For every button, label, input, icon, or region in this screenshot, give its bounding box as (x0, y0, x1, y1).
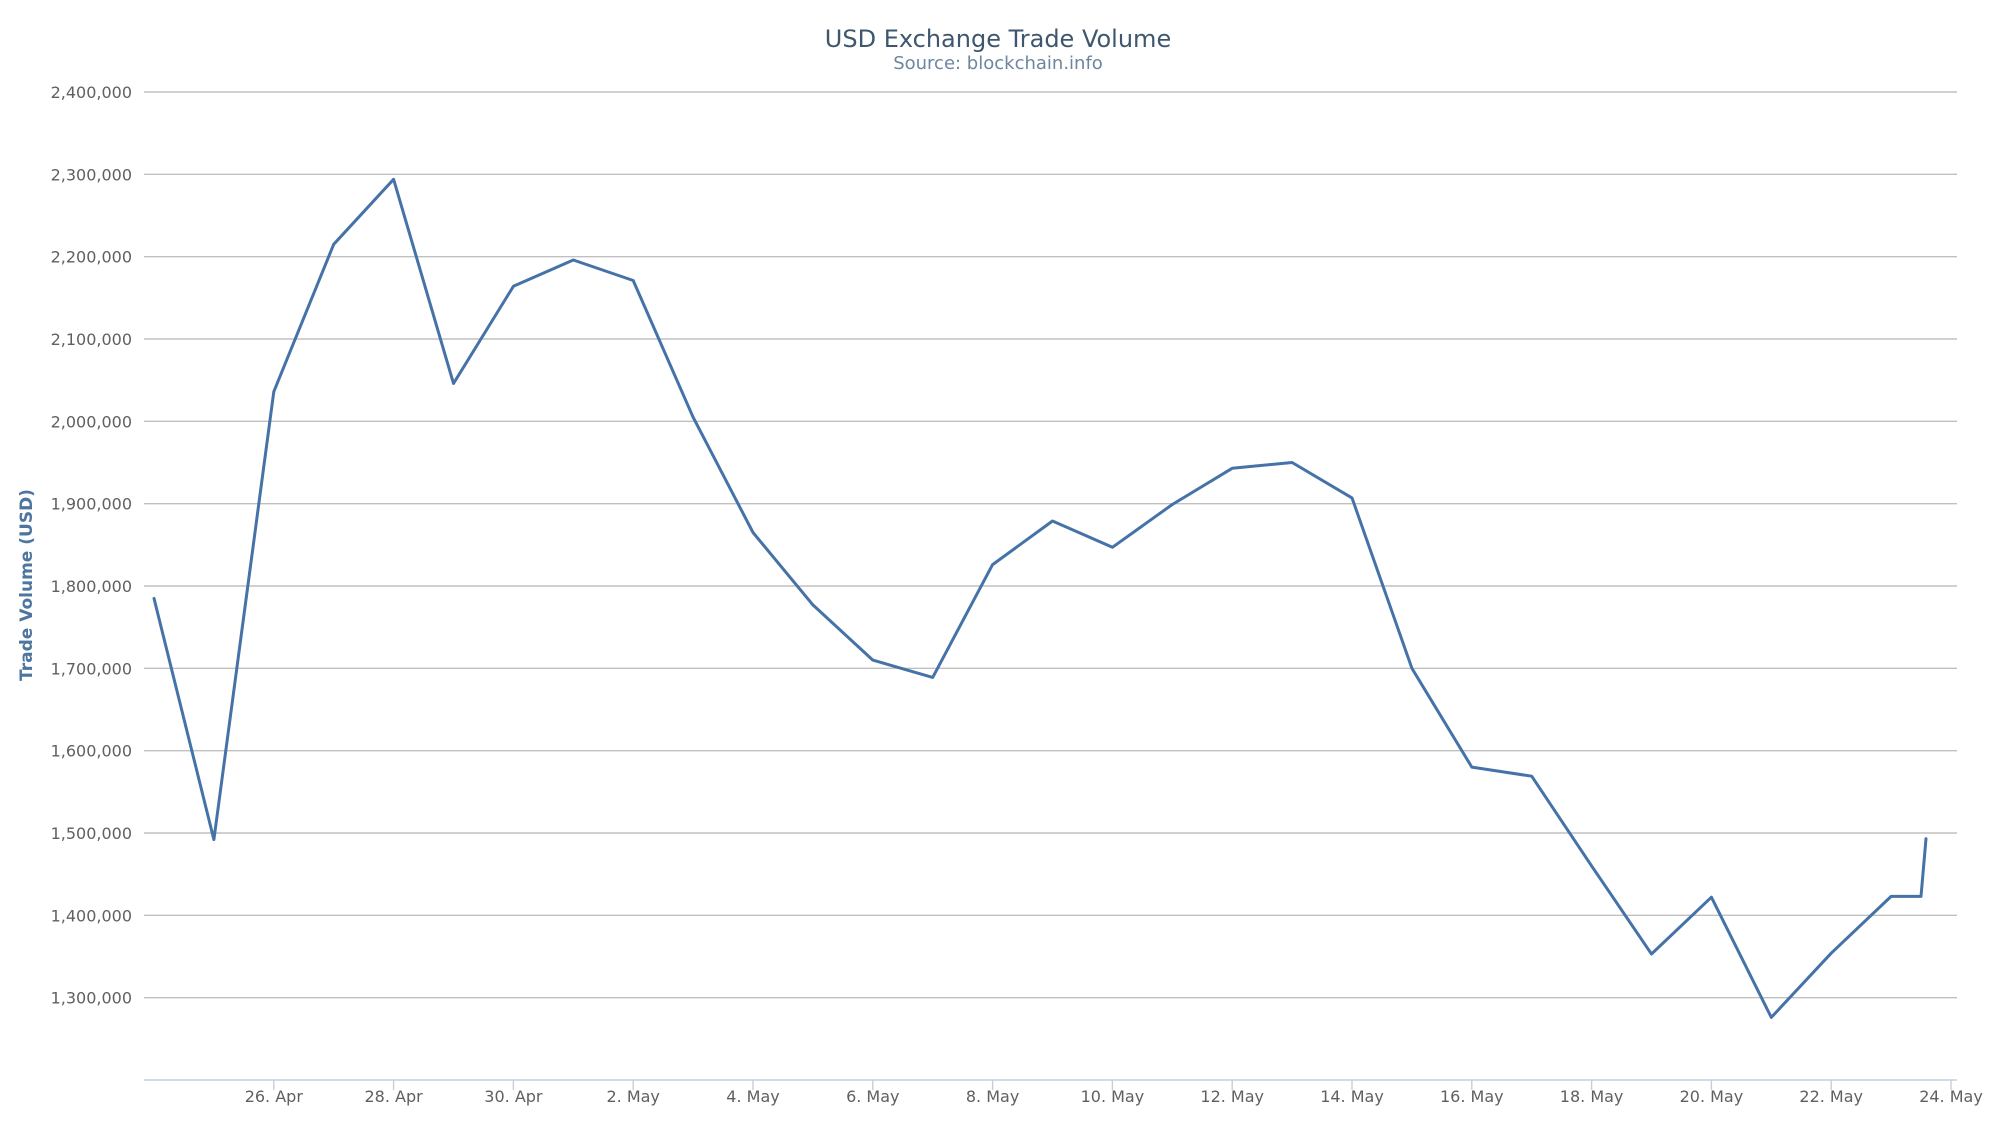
y-tick-label: 1,500,000 (51, 824, 132, 843)
y-tick-label: 1,900,000 (51, 495, 132, 514)
x-tick-label: 8. May (966, 1087, 1019, 1106)
y-tick-label: 1,600,000 (51, 742, 132, 761)
y-tick-label: 1,800,000 (51, 577, 132, 596)
chart-title: USD Exchange Trade Volume (825, 25, 1171, 53)
y-tick-label: 2,000,000 (51, 412, 132, 431)
x-tick-label: 20. May (1680, 1087, 1744, 1106)
x-tick-label: 18. May (1560, 1087, 1624, 1106)
y-axis-label: Trade Volume (USD) (17, 489, 37, 681)
x-tick-label: 24. May (1919, 1087, 1983, 1106)
y-tick-label: 2,100,000 (51, 330, 132, 349)
chart-subtitle: Source: blockchain.info (893, 53, 1103, 74)
y-tick-label: 1,400,000 (51, 906, 132, 925)
y-tick-label: 1,700,000 (51, 659, 132, 678)
x-tick-label: 4. May (726, 1087, 779, 1106)
x-tick-label: 2. May (606, 1087, 659, 1106)
y-tick-label: 1,300,000 (51, 989, 132, 1008)
x-tick-label: 6. May (846, 1087, 899, 1106)
y-tick-label: 2,300,000 (51, 165, 132, 184)
x-tick-label: 28. Apr (364, 1087, 423, 1106)
x-tick-label: 10. May (1081, 1087, 1145, 1106)
gridlines (144, 91, 1957, 999)
x-tick-label: 30. Apr (484, 1087, 543, 1106)
x-tick-label: 12. May (1200, 1087, 1264, 1106)
x-tick-label: 14. May (1320, 1087, 1384, 1106)
series-layer (152, 177, 1928, 1019)
series-line (152, 177, 1928, 1019)
y-tick-label: 2,400,000 (51, 83, 132, 102)
x-tick-label: 16. May (1440, 1087, 1504, 1106)
y-tick-label: 2,200,000 (51, 248, 132, 267)
x-tick-label: 26. Apr (245, 1087, 304, 1106)
x-tick-labels: 26. Apr 28. Apr 30. Apr 2. May 4. May 6. May 8… (245, 1080, 1983, 1106)
y-tick-labels: 1,300,000 1,400,000 1,500,000 1,600,000 1,70… (51, 83, 132, 1008)
x-tick-label: 22. May (1799, 1087, 1863, 1106)
